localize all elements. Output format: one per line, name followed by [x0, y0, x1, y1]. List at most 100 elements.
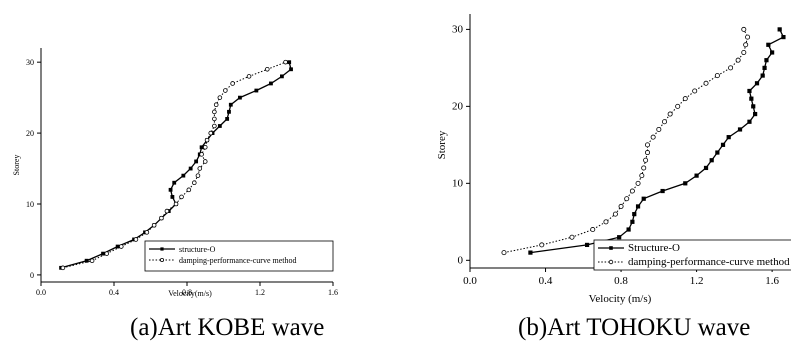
data-point-circle — [590, 227, 596, 233]
data-point-circle — [199, 152, 204, 157]
data-point-circle — [735, 57, 741, 63]
data-point-circle — [173, 201, 179, 207]
data-point-square — [683, 181, 688, 186]
data-point-square — [715, 150, 720, 155]
data-point-square — [630, 219, 635, 224]
data-point-circle — [144, 230, 150, 235]
y-tick-label: 30 — [452, 23, 464, 35]
data-point-circle — [675, 103, 681, 109]
data-point-square — [660, 188, 665, 194]
data-point-square — [626, 227, 631, 232]
data-point-square — [287, 60, 292, 65]
x-tick-label: 0.8 — [614, 275, 628, 287]
data-point-circle — [195, 173, 201, 178]
data-point-circle — [197, 166, 203, 171]
data-point-circle — [682, 96, 688, 102]
data-point-square — [617, 235, 622, 240]
data-point-square — [694, 173, 699, 178]
data-point-circle — [230, 81, 235, 86]
data-point-square — [217, 124, 222, 128]
legend-label: structure-O — [179, 245, 216, 254]
data-point-circle — [223, 88, 228, 93]
legend-label: damping-performance-curve method — [179, 256, 297, 265]
data-point-square — [181, 173, 186, 178]
data-point-circle — [192, 180, 197, 186]
data-point-circle — [745, 34, 751, 40]
legend-box — [593, 239, 791, 271]
data-point-circle — [635, 180, 641, 186]
data-point-circle — [569, 234, 575, 240]
data-point-circle — [119, 244, 124, 249]
caption-tohoku-wave: (b)Art TOHOKU wave — [518, 314, 750, 341]
caption-kobe-wave: (a)Art KOBE wave — [130, 314, 324, 341]
data-point-circle — [741, 26, 747, 32]
legend-label: Structure-O — [628, 242, 680, 254]
chart-kobe-wave: 0.0 0.4 0.8 1.2 1.6 0 10 20 30 Velocity(m/s) Store… — [12, 48, 338, 298]
data-point-square — [754, 81, 760, 86]
data-point-square — [101, 251, 105, 256]
data-point-square — [762, 65, 767, 70]
data-point-circle — [650, 134, 656, 140]
data-point-square — [720, 142, 726, 147]
data-point-square — [269, 81, 273, 86]
data-point-square — [254, 88, 259, 93]
data-point-circle — [643, 157, 649, 163]
data-point-square — [753, 111, 758, 117]
y-axis-label: Storey — [436, 130, 448, 159]
data-point-square — [584, 242, 590, 248]
data-point-circle — [264, 66, 270, 72]
data-point-square — [760, 73, 765, 78]
y-tick-label: 0 — [458, 254, 464, 266]
data-point-square — [709, 158, 714, 163]
y-tick-label: 20 — [26, 129, 34, 138]
data-point-square — [188, 166, 193, 171]
series-line-structure-o — [530, 29, 785, 254]
data-point-circle — [60, 265, 66, 271]
data-point-circle — [641, 165, 647, 171]
data-point-square — [781, 34, 786, 40]
data-point-square — [238, 95, 242, 100]
data-point-circle — [186, 187, 192, 193]
y-tick-label: 0 — [30, 271, 34, 280]
y-tick-label: 20 — [452, 100, 464, 112]
legend-label: damping-performance-curve method — [628, 256, 790, 268]
data-point-circle — [741, 49, 747, 55]
legend-marker-circle — [608, 259, 614, 265]
data-point-circle — [656, 126, 662, 132]
data-point-square — [228, 102, 233, 107]
legend-marker-square — [609, 246, 613, 250]
data-point-circle — [213, 102, 219, 108]
x-axis-label: Velocity (m/s) — [589, 293, 652, 305]
data-point-square — [115, 244, 120, 249]
y-tick-label: 30 — [26, 58, 34, 67]
data-point-square — [227, 109, 231, 114]
data-point-square — [747, 88, 752, 94]
data-point-square — [168, 187, 173, 192]
x-tick-label: 1.6 — [328, 288, 338, 297]
data-point-circle — [501, 250, 507, 256]
x-tick-label: 0.0 — [463, 275, 477, 287]
data-point-square — [225, 117, 230, 121]
data-point-circle — [133, 237, 139, 242]
data-point-circle — [644, 142, 650, 148]
legend-marker-circle — [159, 257, 164, 262]
x-tick-label: 1.2 — [690, 275, 704, 287]
data-point-circle — [104, 251, 109, 256]
data-point-square — [641, 196, 646, 201]
data-point-circle — [661, 119, 667, 125]
data-point-square — [751, 104, 756, 109]
x-tick-label: 0.4 — [109, 288, 119, 297]
data-point-circle — [202, 159, 208, 164]
data-point-square — [280, 74, 284, 79]
data-point-circle — [208, 130, 214, 136]
data-point-square — [770, 50, 775, 55]
data-point-square — [635, 204, 641, 209]
data-point-circle — [212, 109, 217, 115]
data-point-circle — [246, 74, 252, 79]
data-point-circle — [714, 73, 720, 79]
data-point-circle — [703, 80, 709, 86]
data-point-circle — [629, 188, 635, 194]
data-point-circle — [667, 111, 673, 117]
data-point-circle — [217, 95, 223, 100]
